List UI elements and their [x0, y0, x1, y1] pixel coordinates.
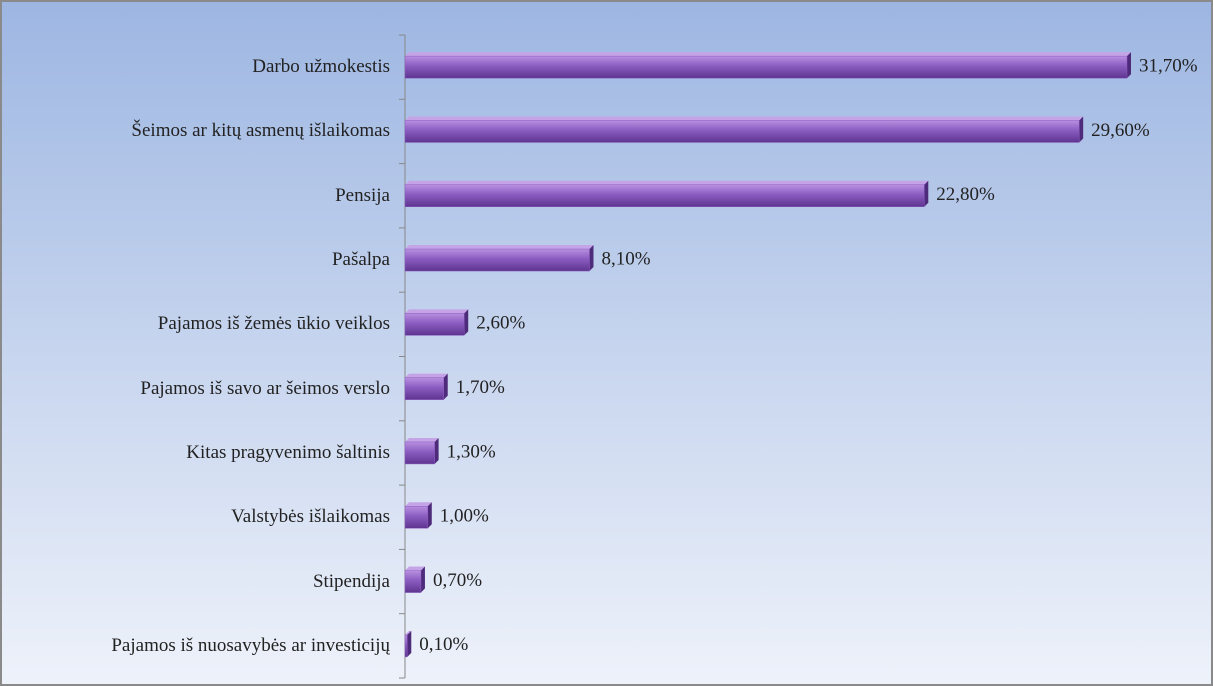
bar-top [405, 373, 448, 378]
bar-side [464, 309, 469, 336]
value-label: 8,10% [601, 248, 650, 269]
category-label: Pajamos iš savo ar šeimos verslo [140, 377, 390, 399]
bar-top [405, 630, 412, 635]
category-label: Šeimos ar kitų asmenų išlaikomas [131, 120, 390, 142]
bar-top [405, 566, 425, 571]
bar-top [405, 180, 929, 185]
bar-top [405, 116, 1084, 121]
category-label: Pajamos iš žemės ūkio veiklos [157, 313, 390, 335]
category-label: Pensija [335, 184, 390, 206]
bar-side [427, 502, 432, 529]
bar-side [589, 245, 594, 272]
bar-side [407, 630, 412, 657]
value-label: 1,30% [447, 441, 496, 462]
bar [404, 313, 465, 336]
value-label: 2,60% [476, 313, 525, 334]
bar [404, 441, 435, 465]
bar [404, 248, 590, 272]
bar [404, 55, 1128, 79]
category-label: Stipendija [312, 570, 390, 592]
value-label: 0,70% [433, 570, 482, 591]
category-label: Pajamos iš nuosavybės ar investicijų [111, 634, 390, 656]
bar-top [405, 245, 594, 250]
bar-top [405, 309, 469, 314]
bar-side [1079, 116, 1084, 143]
category-label: Pašalpa [331, 249, 390, 271]
category-label: Darbo užmokestis [252, 56, 390, 78]
category-label: Kitas pragyvenimo šaltinis [186, 441, 390, 463]
bar-side [434, 437, 439, 464]
bar [404, 184, 925, 207]
value-label: 1,70% [456, 377, 505, 398]
value-label: 1,00% [440, 506, 489, 527]
value-label: 31,70% [1139, 56, 1198, 77]
bar [404, 570, 422, 593]
bar-side [420, 566, 425, 593]
value-label: 29,60% [1091, 120, 1150, 141]
value-label: 0,10% [419, 634, 468, 655]
bar-top [405, 52, 1131, 57]
bar [404, 634, 408, 658]
bar-side [1127, 52, 1131, 79]
bar [404, 377, 444, 400]
bar [404, 506, 429, 529]
bar-side [443, 373, 448, 400]
category-label: Valstybės išlaikomas [231, 506, 390, 528]
bar-top [405, 437, 439, 442]
bar [404, 120, 1080, 143]
bar-side [924, 180, 929, 207]
value-label: 22,80% [936, 184, 995, 205]
bar-top [405, 502, 432, 507]
